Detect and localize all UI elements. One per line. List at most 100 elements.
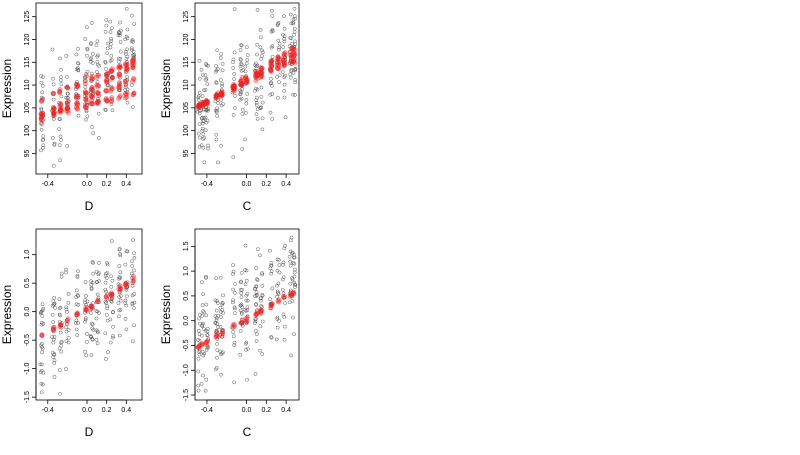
- observed-point: [289, 353, 293, 358]
- observed-point: [39, 127, 44, 132]
- observed-point: [65, 144, 70, 148]
- observed-point: [203, 388, 208, 393]
- panel-3: -0.4 0.0 0.2 0.4 D -1.5 -1.0 -0.5 0.0 0.5 1.0 Expre…: [0, 228, 143, 439]
- y-tick-label: 100: [24, 125, 31, 137]
- observed-point: [109, 239, 114, 243]
- observed-point: [199, 67, 204, 72]
- observed-point: [83, 300, 87, 305]
- observed-point: [74, 302, 79, 307]
- fitted-point: [204, 339, 210, 345]
- x-tick-label: 0.0: [82, 181, 92, 188]
- observed-point: [203, 73, 208, 77]
- fitted-point: [239, 320, 245, 325]
- y-tick-label: 115: [24, 57, 31, 68]
- fitted-point: [292, 60, 298, 66]
- observed-point: [85, 340, 89, 344]
- observed-point: [275, 289, 280, 294]
- observed-point: [132, 323, 136, 328]
- observed-point: [233, 311, 237, 315]
- observed-point: [196, 337, 200, 342]
- observed-point: [282, 95, 287, 100]
- observed-point: [220, 301, 225, 305]
- observed-point: [90, 125, 94, 129]
- observed-point: [276, 21, 281, 25]
- observed-point: [239, 61, 244, 66]
- observed-point: [118, 57, 123, 61]
- observed-point: [292, 280, 297, 285]
- observed-point: [117, 276, 121, 281]
- fitted-point: [65, 110, 71, 116]
- observed-point: [75, 66, 80, 70]
- observed-point: [277, 263, 282, 267]
- observed-point: [204, 348, 209, 352]
- observed-point: [66, 336, 71, 340]
- fitted-point: [130, 280, 136, 286]
- observed-point: [282, 39, 287, 44]
- observed-point: [215, 355, 219, 360]
- observed-point: [269, 81, 273, 86]
- fitted-point: [95, 298, 101, 304]
- observed-point: [231, 66, 236, 70]
- observed-point: [116, 282, 121, 287]
- observed-point: [254, 64, 259, 69]
- plot-frame: [194, 228, 300, 401]
- observed-point: [85, 114, 90, 119]
- observed-point: [95, 39, 100, 44]
- observed-point: [260, 352, 265, 356]
- observed-point: [200, 126, 205, 131]
- observed-point: [64, 329, 69, 334]
- observed-point: [240, 112, 245, 116]
- observed-point: [293, 93, 297, 97]
- observed-point: [243, 243, 248, 248]
- fitted-point: [231, 321, 237, 327]
- fitted-point: [109, 86, 115, 92]
- observed-point: [206, 143, 210, 148]
- observed-point: [96, 62, 100, 67]
- fitted-point: [204, 100, 210, 106]
- observed-point: [52, 361, 57, 365]
- observed-point: [245, 58, 250, 62]
- observed-point: [255, 247, 260, 252]
- fitted-point: [109, 290, 115, 296]
- observed-point: [50, 136, 55, 140]
- observed-point: [259, 298, 263, 303]
- observed-point: [111, 324, 115, 329]
- observed-point: [218, 324, 223, 329]
- y-tick-label: -1.0: [24, 363, 31, 375]
- observed-point: [204, 77, 208, 82]
- y-tick-label: 120: [183, 34, 190, 46]
- observed-point: [214, 64, 218, 68]
- observed-point: [269, 334, 273, 339]
- fitted-point: [104, 88, 110, 94]
- fitted-point: [281, 54, 287, 60]
- fitted-point: [292, 51, 297, 57]
- observed-point: [232, 7, 237, 12]
- y-tick-label: 1.0: [183, 266, 190, 276]
- observed-point: [39, 148, 43, 153]
- observed-point: [76, 269, 80, 274]
- observed-point: [75, 333, 80, 338]
- observed-point: [292, 26, 297, 31]
- observed-point: [254, 293, 259, 298]
- observed-point: [39, 309, 44, 314]
- observed-point: [89, 56, 94, 60]
- observed-point: [254, 86, 258, 91]
- observed-point: [276, 96, 280, 100]
- panel-2: -0.4 0.0 0.2 0.4 C 95 100 105 110 115 120 125 Expres…: [159, 2, 300, 213]
- observed-point: [76, 61, 81, 66]
- observed-point: [41, 306, 46, 311]
- observed-point: [40, 90, 45, 95]
- observed-point: [232, 340, 237, 345]
- observed-point: [85, 69, 90, 74]
- observed-point: [215, 108, 219, 113]
- observed-point: [253, 294, 257, 298]
- observed-point: [106, 41, 110, 46]
- observed-point: [105, 262, 110, 267]
- observed-point: [275, 75, 279, 79]
- fitted-point: [88, 93, 94, 99]
- observed-point: [253, 372, 258, 376]
- observed-point: [202, 160, 207, 165]
- observed-point: [110, 108, 115, 113]
- observed-point: [201, 353, 206, 358]
- observed-point: [96, 330, 100, 335]
